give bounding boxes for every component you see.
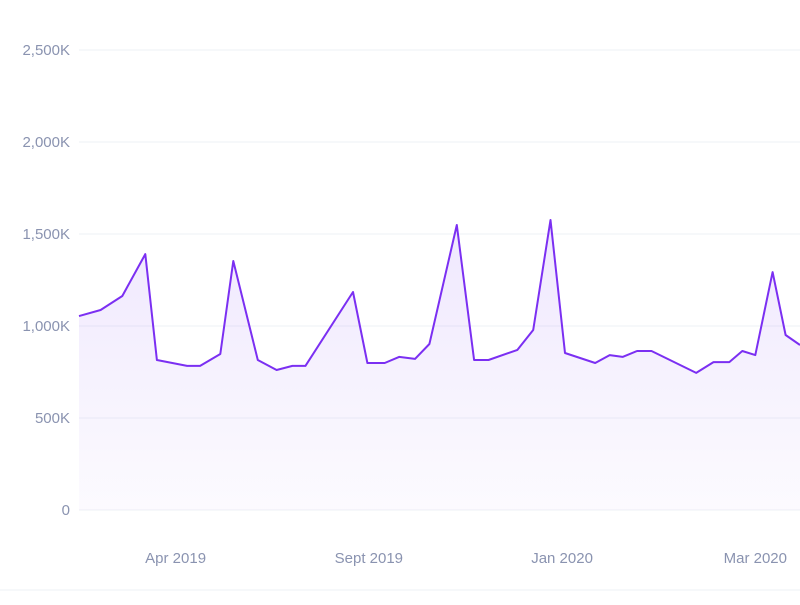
- y-tick-label: 500K: [35, 410, 70, 427]
- x-tick-label: Mar 2020: [724, 550, 787, 567]
- y-tick-label: 1,000K: [22, 318, 70, 335]
- x-tick-label: Jan 2020: [531, 550, 593, 567]
- y-tick-label: 1,500K: [22, 226, 70, 243]
- y-tick-label: 2,000K: [22, 134, 70, 151]
- x-tick-label: Sept 2019: [335, 550, 403, 567]
- x-tick-label: Apr 2019: [145, 550, 206, 567]
- y-tick-label: 0: [62, 502, 70, 519]
- y-tick-label: 2,500K: [22, 42, 70, 59]
